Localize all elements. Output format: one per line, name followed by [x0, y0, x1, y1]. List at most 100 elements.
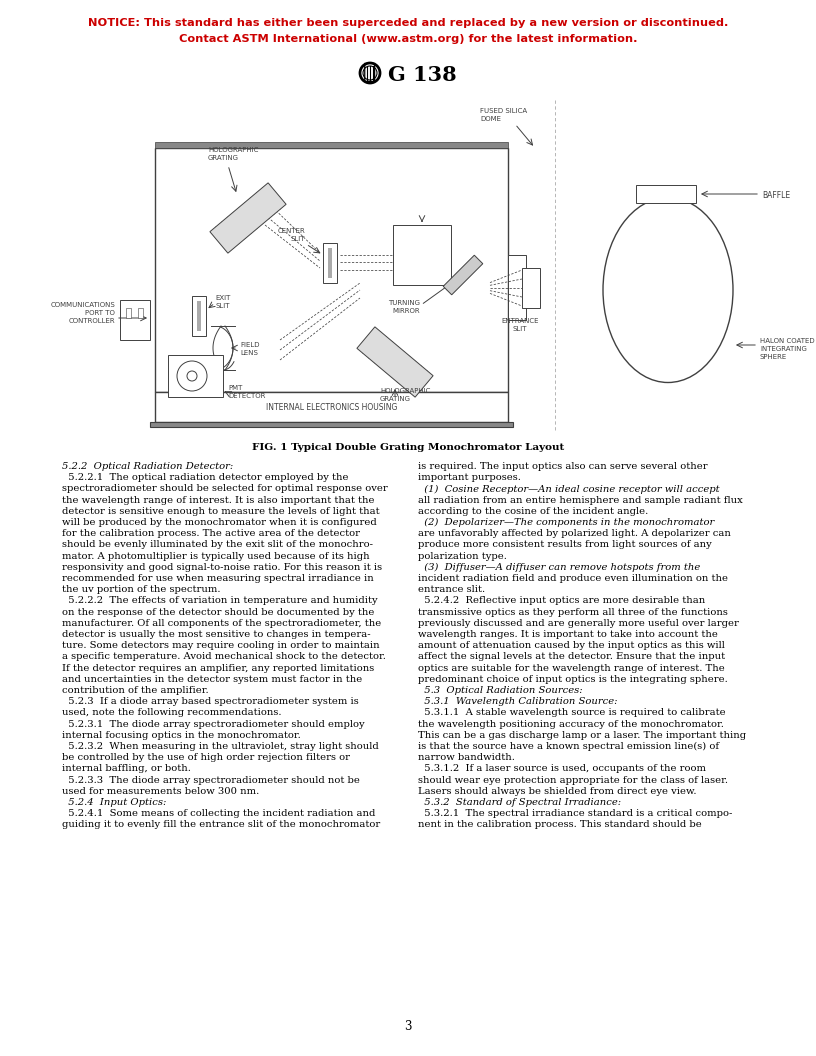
Text: detector is usually the most sensitive to changes in tempera-: detector is usually the most sensitive t… — [62, 630, 370, 639]
Text: and uncertainties in the detector system must factor in the: and uncertainties in the detector system… — [62, 675, 362, 684]
Text: 5.3.2.1  The spectral irradiance standard is a critical compo-: 5.3.2.1 The spectral irradiance standard… — [418, 809, 733, 818]
Polygon shape — [443, 256, 483, 295]
Text: 5.2.3  If a diode array based spectroradiometer system is: 5.2.3 If a diode array based spectroradi… — [62, 697, 359, 706]
Bar — [323, 243, 337, 283]
Text: previously discussed and are generally more useful over larger: previously discussed and are generally m… — [418, 619, 738, 628]
Bar — [155, 148, 508, 392]
Text: should be evenly illuminated by the exit slit of the monochro-: should be evenly illuminated by the exit… — [62, 541, 373, 549]
Bar — [155, 392, 508, 422]
Text: narrow bandwidth.: narrow bandwidth. — [418, 753, 515, 762]
Text: ENTRANCE: ENTRANCE — [501, 318, 539, 324]
Text: guiding it to evenly fill the entrance slit of the monochromator: guiding it to evenly fill the entrance s… — [62, 821, 380, 829]
Bar — [155, 142, 508, 148]
Bar — [150, 422, 513, 427]
Text: DETECTOR: DETECTOR — [228, 393, 265, 399]
Text: used for measurements below 300 nm.: used for measurements below 300 nm. — [62, 787, 259, 796]
Text: This can be a gas discharge lamp or a laser. The important thing: This can be a gas discharge lamp or a la… — [418, 731, 746, 740]
Bar — [126, 308, 131, 318]
Bar — [508, 254, 526, 320]
Text: recommended for use when measuring spectral irradiance in: recommended for use when measuring spect… — [62, 574, 374, 583]
Text: HOLOGRAPHIC: HOLOGRAPHIC — [208, 147, 259, 153]
Text: are unfavorably affected by polarized light. A depolarizer can: are unfavorably affected by polarized li… — [418, 529, 731, 539]
Text: internal focusing optics in the monochromator.: internal focusing optics in the monochro… — [62, 731, 301, 740]
Text: FILTER: FILTER — [411, 238, 433, 244]
Text: 5.2.3.1  The diode array spectroradiometer should employ: 5.2.3.1 The diode array spectroradiomete… — [62, 719, 365, 729]
Bar — [636, 185, 696, 203]
Text: SPHERE: SPHERE — [760, 354, 787, 360]
Text: WHEEL: WHEEL — [410, 246, 434, 252]
Text: ASSY.: ASSY. — [413, 254, 432, 260]
Text: CENTER: CENTER — [277, 228, 305, 234]
Circle shape — [187, 371, 197, 381]
Text: SLIT: SLIT — [215, 303, 229, 309]
Text: HALON COATED: HALON COATED — [760, 338, 814, 344]
Text: 5.2.4  Input Optics:: 5.2.4 Input Optics: — [62, 798, 166, 807]
Text: is that the source have a known spectral emission line(s) of: is that the source have a known spectral… — [418, 742, 719, 751]
Text: manufacturer. Of all components of the spectroradiometer, the: manufacturer. Of all components of the s… — [62, 619, 381, 628]
Text: important purposes.: important purposes. — [418, 473, 521, 483]
Text: BAFFLE: BAFFLE — [762, 191, 790, 200]
Text: wavelength ranges. It is important to take into account the: wavelength ranges. It is important to ta… — [418, 630, 718, 639]
Text: 5.2.3.3  The diode array spectroradiometer should not be: 5.2.3.3 The diode array spectroradiomete… — [62, 775, 360, 785]
Text: GRATING: GRATING — [208, 155, 239, 161]
Text: LENS: LENS — [240, 350, 258, 356]
Text: the uv portion of the spectrum.: the uv portion of the spectrum. — [62, 585, 220, 595]
Text: 5.3.1  Wavelength Calibration Source:: 5.3.1 Wavelength Calibration Source: — [418, 697, 618, 706]
Text: affect the signal levels at the detector. Ensure that the input: affect the signal levels at the detector… — [418, 653, 725, 661]
Text: DOME: DOME — [480, 116, 501, 122]
Text: INTERNAL ELECTRONICS HOUSING: INTERNAL ELECTRONICS HOUSING — [266, 402, 397, 412]
Text: FIELD: FIELD — [240, 342, 259, 348]
Text: transmissive optics as they perform all three of the functions: transmissive optics as they perform all … — [418, 607, 728, 617]
Bar — [393, 225, 451, 285]
Text: optics are suitable for the wavelength range of interest. The: optics are suitable for the wavelength r… — [418, 663, 725, 673]
Text: SLIT: SLIT — [512, 326, 527, 332]
Text: EXIT: EXIT — [215, 295, 230, 301]
Text: G 138: G 138 — [388, 65, 457, 84]
Text: detector is sensitive enough to measure the levels of light that: detector is sensitive enough to measure … — [62, 507, 379, 515]
Bar — [522, 268, 540, 308]
Text: 3: 3 — [404, 1020, 412, 1033]
Text: TURNING: TURNING — [388, 300, 420, 306]
Text: incident radiation field and produce even illumination on the: incident radiation field and produce eve… — [418, 574, 728, 583]
Text: Contact ASTM International (www.astm.org) for the latest information.: Contact ASTM International (www.astm.org… — [179, 34, 637, 44]
Text: produce more consistent results from light sources of any: produce more consistent results from lig… — [418, 541, 712, 549]
Text: FIG. 1 Typical Double Grating Monochromator Layout: FIG. 1 Typical Double Grating Monochroma… — [252, 444, 564, 452]
Text: Lasers should always be shielded from direct eye view.: Lasers should always be shielded from di… — [418, 787, 697, 796]
Text: on the response of the detector should be documented by the: on the response of the detector should b… — [62, 607, 375, 617]
Text: predominant choice of input optics is the integrating sphere.: predominant choice of input optics is th… — [418, 675, 728, 684]
Text: Ⓜ: Ⓜ — [363, 62, 377, 82]
Text: should wear eye protection appropriate for the class of laser.: should wear eye protection appropriate f… — [418, 775, 728, 785]
Text: HOLOGRAPHIC: HOLOGRAPHIC — [380, 388, 430, 394]
Text: COMMUNICATIONS: COMMUNICATIONS — [51, 302, 115, 308]
Text: contribution of the amplifier.: contribution of the amplifier. — [62, 686, 209, 695]
Text: internal baffling, or both.: internal baffling, or both. — [62, 765, 191, 773]
Text: entrance slit.: entrance slit. — [418, 585, 486, 595]
Text: 5.2.2  Optical Radiation Detector:: 5.2.2 Optical Radiation Detector: — [62, 463, 233, 471]
Text: INTEGRATING: INTEGRATING — [760, 346, 807, 352]
Text: 5.2.4.2  Reflective input optics are more desirable than: 5.2.4.2 Reflective input optics are more… — [418, 597, 705, 605]
Text: for the calibration process. The active area of the detector: for the calibration process. The active … — [62, 529, 360, 539]
Text: according to the cosine of the incident angle.: according to the cosine of the incident … — [418, 507, 648, 515]
Text: polarization type.: polarization type. — [418, 551, 507, 561]
Text: a specific temperature. Avoid mechanical shock to the detector.: a specific temperature. Avoid mechanical… — [62, 653, 386, 661]
Text: the wavelength range of interest. It is also important that the: the wavelength range of interest. It is … — [62, 495, 375, 505]
Bar — [120, 300, 150, 340]
Text: (1)  Cosine Receptor—An ideal cosine receptor will accept: (1) Cosine Receptor—An ideal cosine rece… — [418, 485, 720, 493]
Text: the wavelength positioning accuracy of the monochromator.: the wavelength positioning accuracy of t… — [418, 719, 724, 729]
Text: 5.2.4.1  Some means of collecting the incident radiation and: 5.2.4.1 Some means of collecting the inc… — [62, 809, 375, 818]
Text: GRATING: GRATING — [380, 396, 411, 402]
Text: 5.3  Optical Radiation Sources:: 5.3 Optical Radiation Sources: — [418, 686, 583, 695]
Text: used, note the following recommendations.: used, note the following recommendations… — [62, 709, 282, 717]
Text: CONTROLLER: CONTROLLER — [69, 318, 115, 324]
Text: ture. Some detectors may require cooling in order to maintain: ture. Some detectors may require cooling… — [62, 641, 379, 650]
Bar — [168, 355, 223, 397]
Bar — [328, 248, 332, 278]
Text: will be produced by the monochromator when it is configured: will be produced by the monochromator wh… — [62, 518, 377, 527]
Text: spectroradiometer should be selected for optimal response over: spectroradiometer should be selected for… — [62, 485, 388, 493]
Text: SLIT: SLIT — [290, 235, 305, 242]
Text: be controlled by the use of high order rejection filters or: be controlled by the use of high order r… — [62, 753, 350, 762]
Circle shape — [177, 361, 207, 391]
Text: 5.2.2.2  The effects of variation in temperature and humidity: 5.2.2.2 The effects of variation in temp… — [62, 597, 378, 605]
Text: nent in the calibration process. This standard should be: nent in the calibration process. This st… — [418, 821, 702, 829]
Text: 5.3.1.1  A stable wavelength source is required to calibrate: 5.3.1.1 A stable wavelength source is re… — [418, 709, 725, 717]
